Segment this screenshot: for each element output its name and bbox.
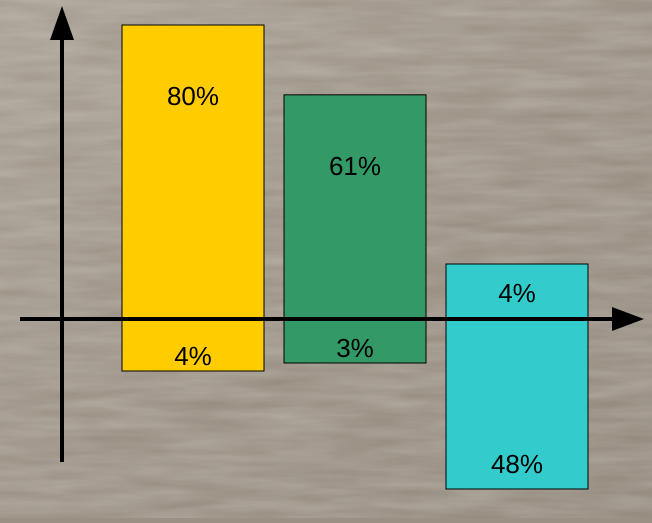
bar-1-lower-label: 4%: [174, 341, 212, 371]
bar-2-upper-label: 61%: [329, 151, 381, 181]
bar-3: [445, 263, 589, 490]
y-axis: [50, 6, 74, 462]
x-axis-arrowhead: [612, 307, 644, 331]
y-axis-arrowhead: [50, 6, 74, 40]
data-labels: 80% 4% 61% 3% 4% 48%: [167, 81, 543, 479]
bar-2: [283, 94, 427, 364]
bar-1-upper-label: 80%: [167, 81, 219, 111]
x-axis: [20, 307, 644, 331]
bar-2-lower-label: 3%: [336, 333, 374, 363]
bar-1: [121, 24, 265, 372]
bar-3-lower-label: 48%: [491, 449, 543, 479]
bar-3-upper-label: 4%: [498, 278, 536, 308]
